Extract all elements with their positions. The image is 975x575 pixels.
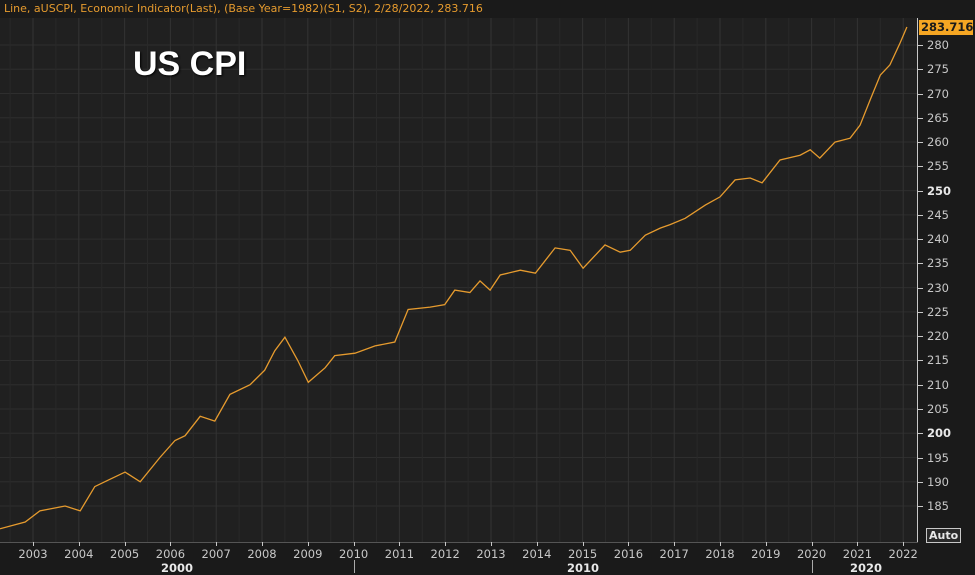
x-tick-label: 2011 [384,547,415,561]
y-tick-label: 235 [927,256,949,271]
auto-scale-button[interactable]: Auto [926,528,962,543]
y-tick-label: 200 [927,426,952,441]
y-tick-label: 210 [927,377,949,392]
x-tick-mark [811,542,813,546]
x-tick-mark [78,542,80,546]
x-tick-label: 2018 [705,547,735,561]
x-tick-mark [262,542,263,546]
y-tick-label: 190 [927,474,949,489]
x-tick-mark [536,542,538,546]
y-tick-mark [918,384,923,386]
x-tick-mark [353,542,355,546]
last-value-badge: 283.716 [919,20,974,35]
x-tick-label: 2016 [613,547,644,561]
x-decade-label: 2000 [160,561,194,575]
x-tick-mark [582,542,584,546]
y-axis-line [917,18,918,542]
x-tick-mark [765,542,767,546]
y-tick-mark [918,45,923,46]
y-tick-mark [918,263,923,265]
cpi-line-series[interactable] [0,26,908,530]
x-tick-mark [720,542,721,546]
y-tick-mark [918,190,923,192]
x-tick-label: 2013 [476,547,506,561]
y-tick-mark [918,69,923,71]
y-tick-mark [918,142,923,144]
x-tick-label: 2020 [796,547,827,561]
x-tick-label: 2003 [18,547,48,561]
y-tick-label: 215 [927,353,949,368]
y-tick-mark [918,336,923,338]
x-decade-label: 2020 [849,561,883,575]
y-tick-label: 205 [927,401,949,416]
x-tick-mark [124,542,126,546]
y-tick-label: 275 [927,62,949,77]
y-tick-mark [918,433,923,435]
y-tick-mark [918,506,923,508]
y-tick-label: 270 [927,86,949,101]
y-tick-mark [918,457,923,459]
y-tick-label: 245 [927,207,949,222]
y-tick-label: 240 [927,232,949,247]
x-tick-mark [857,542,859,546]
x-tick-mark [445,542,447,546]
x-tick-mark [903,542,905,546]
y-tick-label: 225 [927,304,949,319]
x-tick-label: 2022 [888,547,918,561]
x-axis-line [0,542,918,543]
chart-header: Line, aUSCPI, Economic Indicator(Last), … [4,2,483,15]
x-tick-label: 2009 [293,547,323,561]
y-tick-mark [918,166,923,168]
y-tick-label: 280 [927,38,949,52]
x-tick-mark [307,542,309,546]
x-tick-label: 2010 [338,547,369,561]
x-tick-mark [216,542,218,546]
y-tick-mark [918,287,923,289]
decade-separator [812,560,813,573]
y-tick-label: 265 [927,110,949,125]
x-tick-mark [170,542,172,546]
y-tick-label: 195 [927,450,949,465]
x-tick-label: 2008 [247,547,277,561]
x-tick-label: 2015 [567,547,598,561]
x-tick-label: 2014 [522,547,552,561]
y-tick-label: 255 [927,159,949,174]
x-tick-mark [628,542,630,546]
x-tick-label: 2004 [64,547,94,561]
y-tick-label: 220 [927,329,949,344]
x-tick-label: 2006 [155,547,186,561]
decade-separator [354,560,355,573]
y-tick-mark [918,239,923,241]
x-tick-label: 2012 [430,547,460,561]
y-tick-mark [918,117,923,119]
y-tick-label: 230 [927,280,949,295]
y-tick-label: 260 [927,135,949,150]
x-tick-label: 2007 [201,547,231,561]
x-tick-label: 2017 [659,547,689,561]
x-tick-mark [491,542,492,546]
y-tick-mark [918,360,923,362]
y-tick-mark [918,408,923,410]
y-tick-mark [918,214,923,216]
x-tick-label: 2021 [842,547,873,561]
chart-title: US CPI [133,45,247,83]
y-tick-mark [918,481,923,483]
x-tick-label: 2005 [109,547,140,561]
y-tick-mark [918,93,923,95]
y-tick-label: 250 [927,183,952,198]
x-tick-label: 2019 [751,547,781,561]
x-tick-mark [674,542,676,546]
x-tick-mark [33,542,34,546]
y-tick-label: 185 [927,499,949,514]
plot-area[interactable] [0,18,917,542]
x-tick-mark [399,542,401,546]
y-tick-mark [918,311,923,313]
x-decade-label: 2010 [566,561,600,575]
